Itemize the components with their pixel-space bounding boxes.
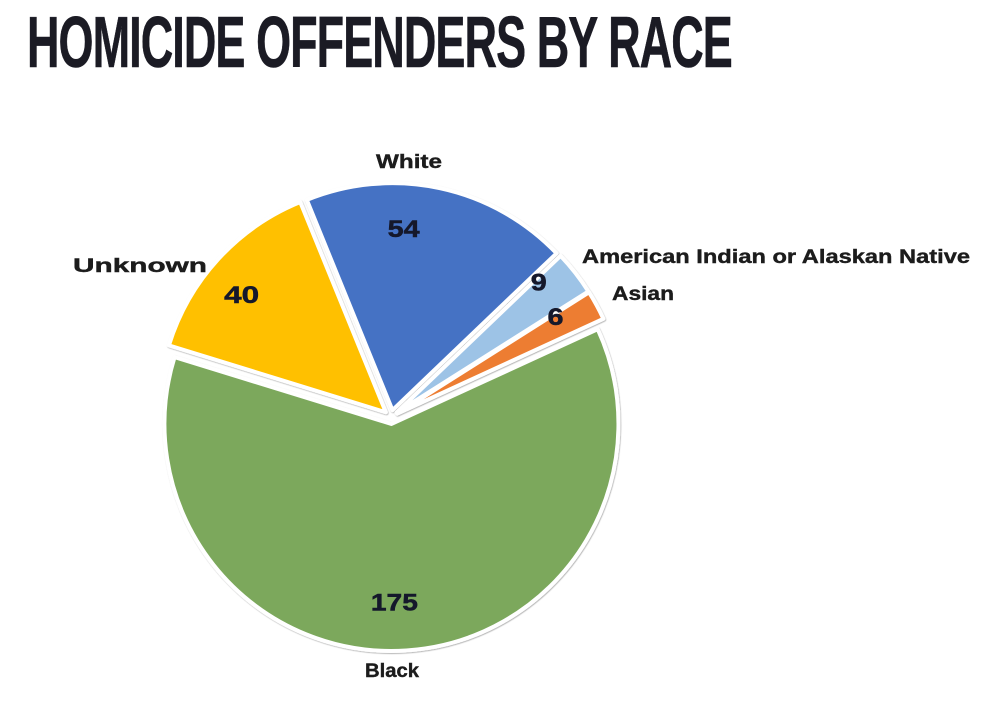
svg-text:Black: Black [365,661,419,682]
svg-text:Unknown: Unknown [73,256,207,277]
svg-text:White: White [376,152,442,173]
svg-text:9: 9 [531,270,547,297]
svg-text:54: 54 [388,216,421,243]
svg-text:American Indian or Alaskan Nat: American Indian or Alaskan Native [582,247,970,268]
svg-text:6: 6 [548,304,564,331]
svg-text:40: 40 [224,282,259,309]
svg-text:Asian: Asian [612,284,674,305]
svg-text:175: 175 [371,589,418,616]
